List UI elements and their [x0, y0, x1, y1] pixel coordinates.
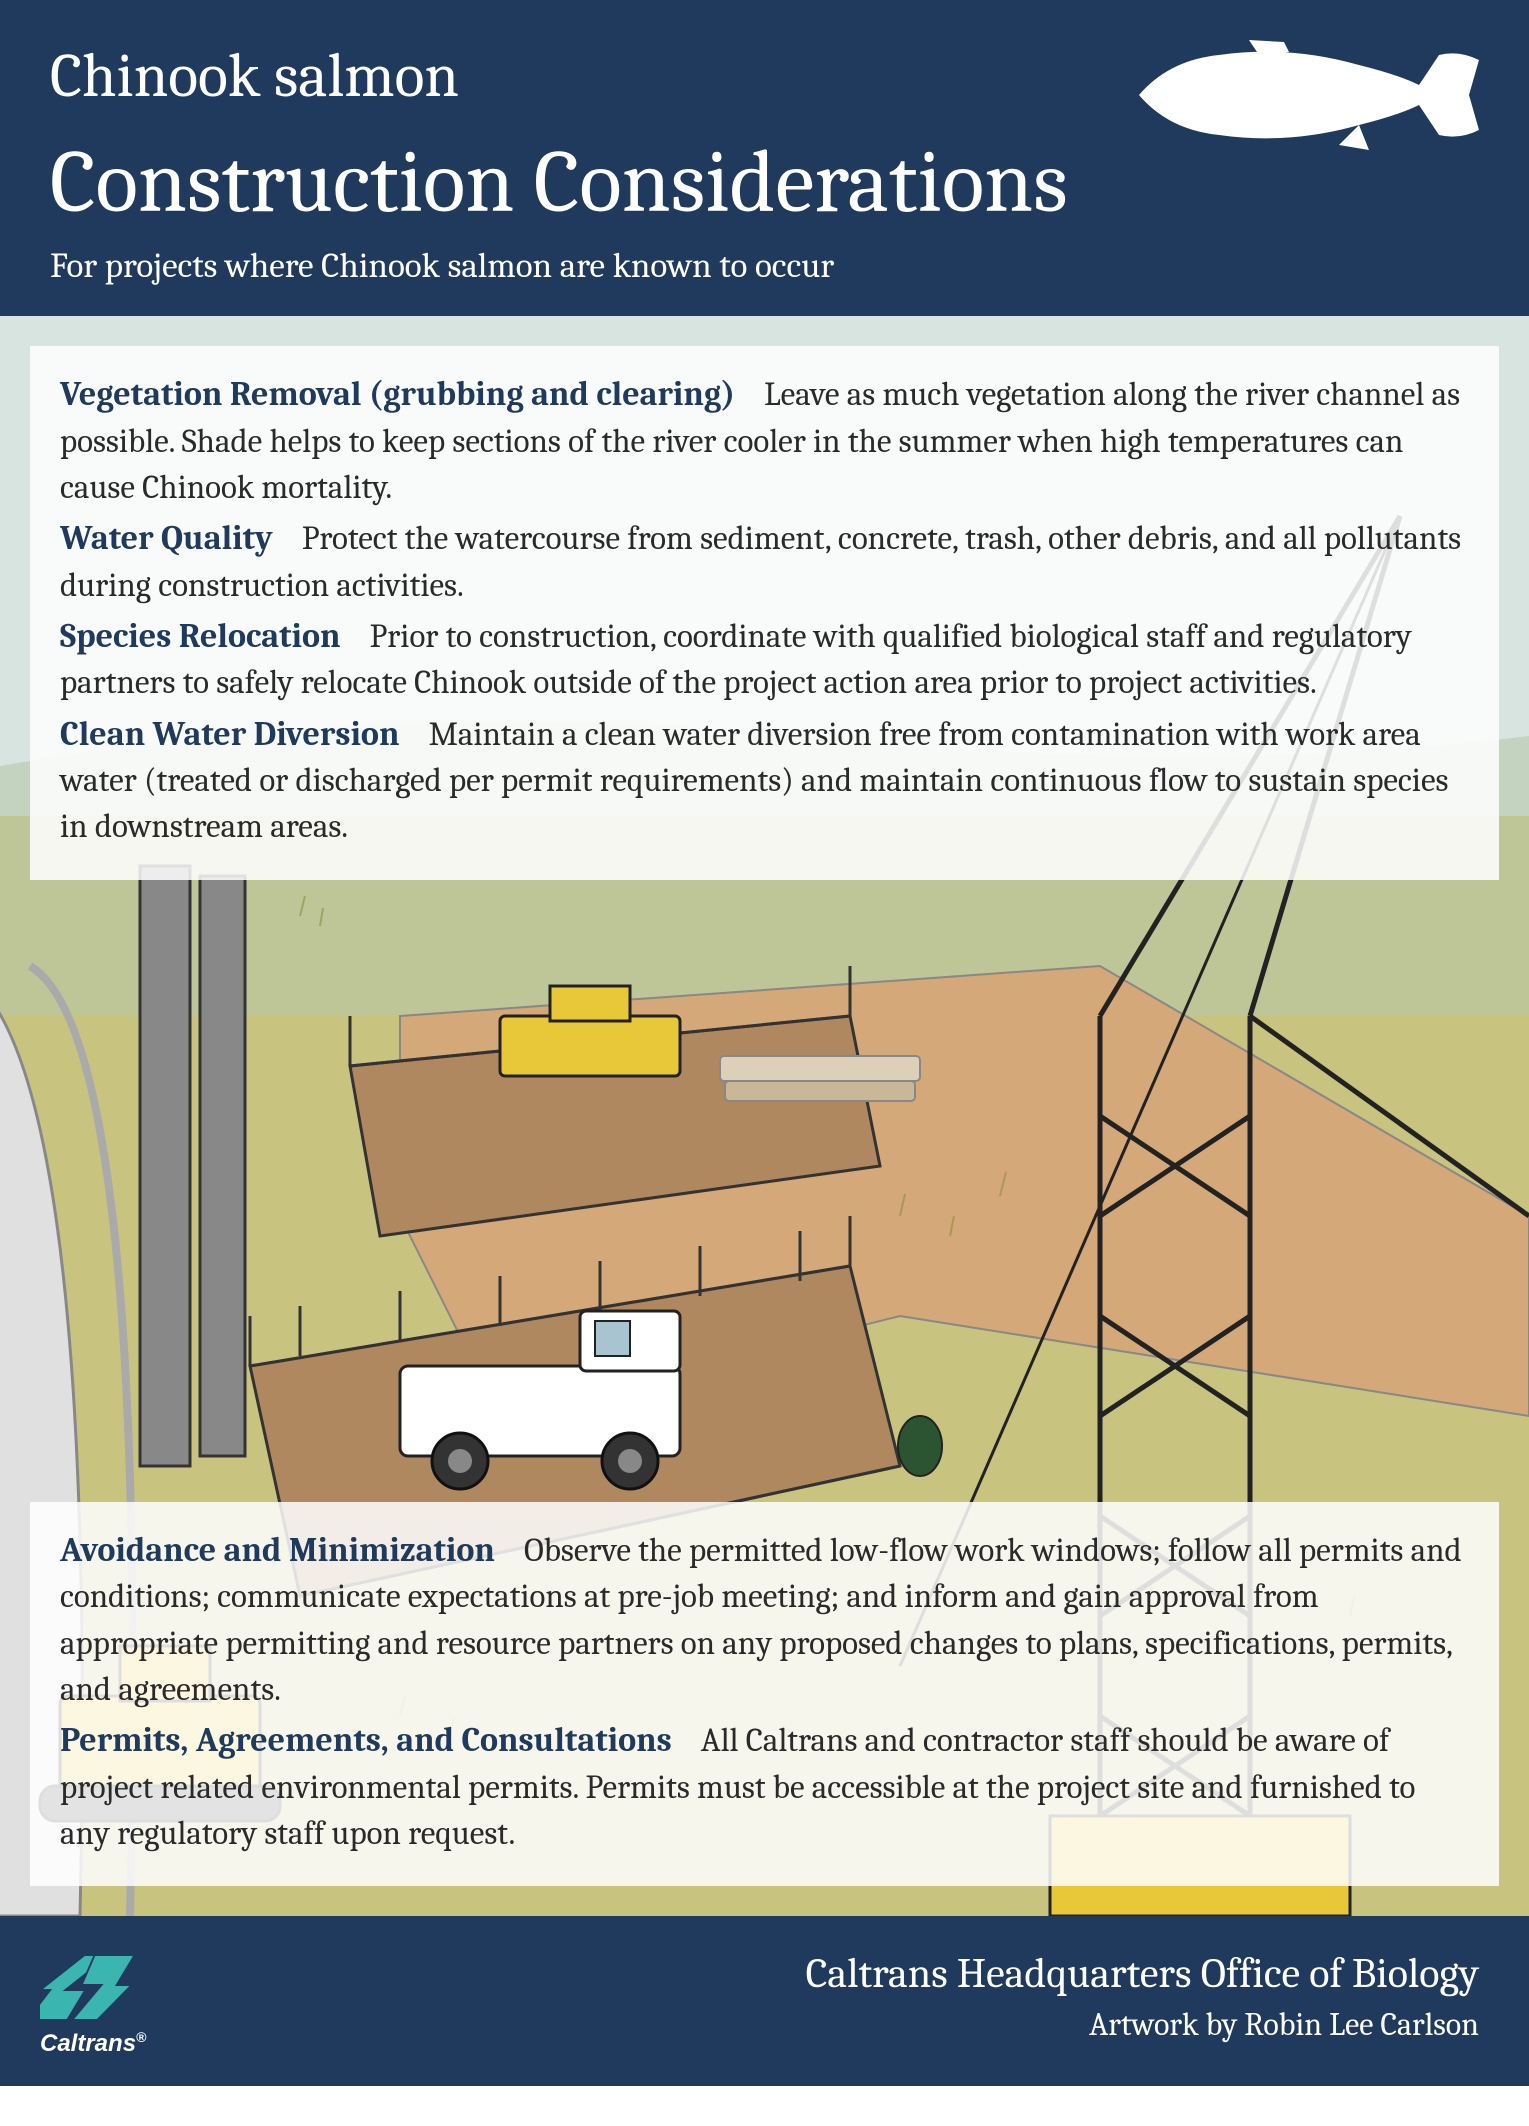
footer-org: Caltrans Headquarters Office of Biology	[806, 1949, 1479, 1998]
caltrans-logo-icon	[40, 1935, 170, 2025]
content-area: Vegetation Removal (grubbing and clearin…	[0, 316, 1529, 1916]
footer: Caltrans® Caltrans Headquarters Office o…	[0, 1916, 1529, 2086]
header: Chinook salmon Construction Consideratio…	[0, 0, 1529, 316]
fish-icon	[1129, 30, 1489, 160]
text-overlay-top: Vegetation Removal (grubbing and clearin…	[30, 346, 1499, 880]
section-avoidance: Avoidance and Minimization Observe the p…	[60, 1527, 1469, 1713]
section-water-quality: Water Quality Protect the watercourse fr…	[60, 515, 1469, 609]
footer-artwork: Artwork by Robin Lee Carlson	[806, 2006, 1479, 2043]
section-title: Species Relocation	[60, 616, 341, 656]
section-title: Vegetation Removal (grubbing and clearin…	[60, 374, 735, 414]
section-title: Avoidance and Minimization	[60, 1530, 495, 1570]
footer-text: Caltrans Headquarters Office of Biology …	[806, 1949, 1479, 2043]
text-overlay-bottom: Avoidance and Minimization Observe the p…	[30, 1502, 1499, 1886]
poster-container: Chinook salmon Construction Consideratio…	[0, 0, 1529, 2126]
section-title: Permits, Agreements, and Consultations	[60, 1720, 672, 1760]
section-species-relocation: Species Relocation Prior to construction…	[60, 613, 1469, 707]
caltrans-logo-text: Caltrans®	[40, 2029, 146, 2058]
section-title: Clean Water Diversion	[60, 714, 400, 754]
section-permits: Permits, Agreements, and Consultations A…	[60, 1717, 1469, 1857]
caltrans-logo: Caltrans®	[40, 1935, 170, 2058]
section-clean-water: Clean Water Diversion Maintain a clean w…	[60, 711, 1469, 851]
section-title: Water Quality	[60, 518, 273, 558]
header-subtitle: For projects where Chinook salmon are kn…	[50, 245, 1479, 286]
section-vegetation: Vegetation Removal (grubbing and clearin…	[60, 371, 1469, 511]
